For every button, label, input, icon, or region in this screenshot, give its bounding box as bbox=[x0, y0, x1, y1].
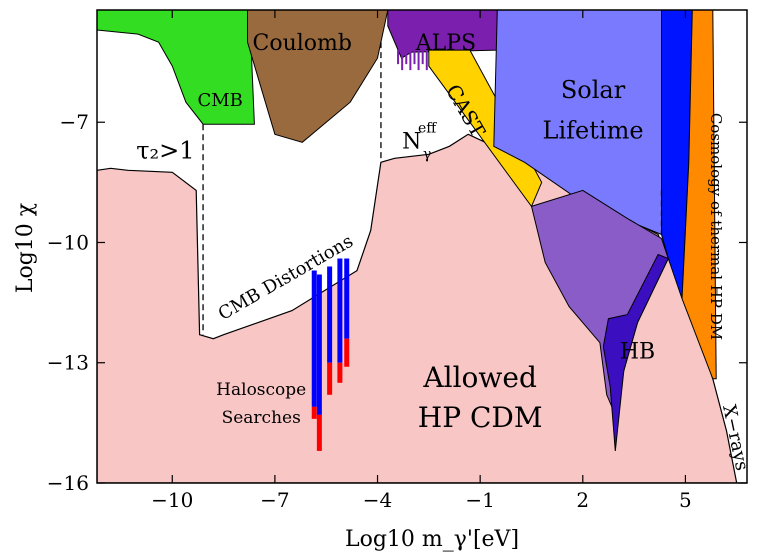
x-tick-label: −1 bbox=[465, 488, 494, 512]
ticks-layer: −10 −7 −4 −1 2 5 −7 −10 −13 −16 bbox=[47, 10, 747, 512]
chart-annotation: Lifetime bbox=[543, 116, 644, 144]
cast-region bbox=[428, 49, 543, 208]
coulomb-region bbox=[247, 10, 389, 143]
chart-annotation: γ bbox=[423, 146, 431, 162]
regions-layer bbox=[97, 10, 747, 483]
chart-annotation: HP CDM bbox=[418, 401, 543, 434]
x-tick-label: 2 bbox=[576, 488, 589, 512]
x-tick-label: −4 bbox=[363, 488, 392, 512]
chart-annotation: eff bbox=[418, 120, 437, 136]
chart-annotation: ALPS bbox=[415, 31, 476, 56]
hb-core-region bbox=[602, 253, 669, 451]
y-tick-label: −10 bbox=[47, 230, 89, 254]
x-axis-title: Log10 m_γ'[eV] bbox=[345, 527, 519, 552]
y-axis-title: Log10 χ bbox=[13, 203, 38, 293]
chart-annotation: Haloscope bbox=[216, 380, 306, 400]
chart-annotation: N bbox=[402, 129, 421, 154]
alps-region bbox=[387, 10, 498, 59]
cosmology-region bbox=[681, 10, 717, 380]
chart-annotation: Coulomb bbox=[253, 31, 352, 56]
x-tick-label: −10 bbox=[151, 488, 193, 512]
chart-annotation: τ₂>1 bbox=[136, 136, 194, 164]
chart-annotation: Solar bbox=[561, 76, 626, 104]
chart-annotation: Searches bbox=[222, 408, 301, 428]
chart-annotation: Cosmology of thermal HP DM bbox=[707, 113, 725, 340]
x-tick-label: −7 bbox=[260, 488, 289, 512]
chart-annotation: HB bbox=[620, 340, 655, 365]
y-tick-label: −7 bbox=[60, 110, 89, 134]
y-tick-label: −13 bbox=[47, 351, 89, 375]
plot-frame bbox=[96, 9, 748, 484]
x-tick-label: 5 bbox=[679, 488, 692, 512]
chart-annotation: CMB bbox=[197, 90, 242, 111]
y-tick-label: −16 bbox=[47, 471, 89, 495]
chart-annotation: Allowed bbox=[422, 361, 537, 394]
